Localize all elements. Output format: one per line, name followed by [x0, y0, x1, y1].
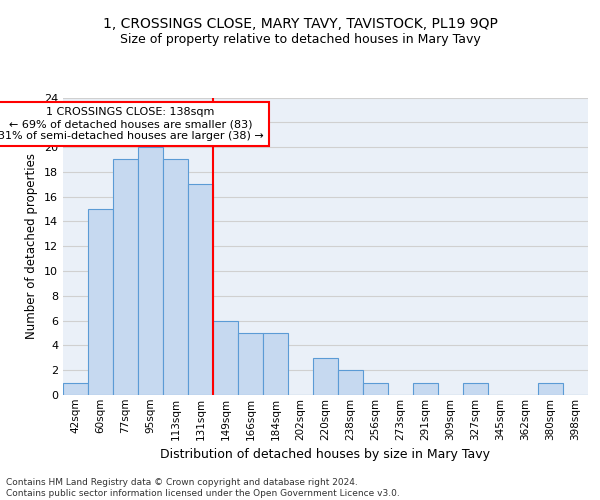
Text: 1, CROSSINGS CLOSE, MARY TAVY, TAVISTOCK, PL19 9QP: 1, CROSSINGS CLOSE, MARY TAVY, TAVISTOCK…	[103, 18, 497, 32]
Bar	[413, 382, 438, 395]
Y-axis label: Number of detached properties: Number of detached properties	[25, 153, 38, 340]
Bar	[138, 147, 163, 395]
Bar	[313, 358, 338, 395]
Bar	[188, 184, 213, 395]
Text: Contains HM Land Registry data © Crown copyright and database right 2024.
Contai: Contains HM Land Registry data © Crown c…	[6, 478, 400, 498]
Bar	[163, 160, 188, 395]
X-axis label: Distribution of detached houses by size in Mary Tavy: Distribution of detached houses by size …	[161, 448, 491, 461]
Bar	[63, 382, 88, 395]
Bar	[363, 382, 388, 395]
Bar	[88, 209, 113, 395]
Text: Size of property relative to detached houses in Mary Tavy: Size of property relative to detached ho…	[119, 32, 481, 46]
Bar	[238, 333, 263, 395]
Bar	[263, 333, 288, 395]
Bar	[213, 320, 238, 395]
Bar	[338, 370, 363, 395]
Bar	[113, 160, 138, 395]
Text: 1 CROSSINGS CLOSE: 138sqm
← 69% of detached houses are smaller (83)
31% of semi-: 1 CROSSINGS CLOSE: 138sqm ← 69% of detac…	[0, 108, 263, 140]
Bar	[538, 382, 563, 395]
Bar	[463, 382, 488, 395]
